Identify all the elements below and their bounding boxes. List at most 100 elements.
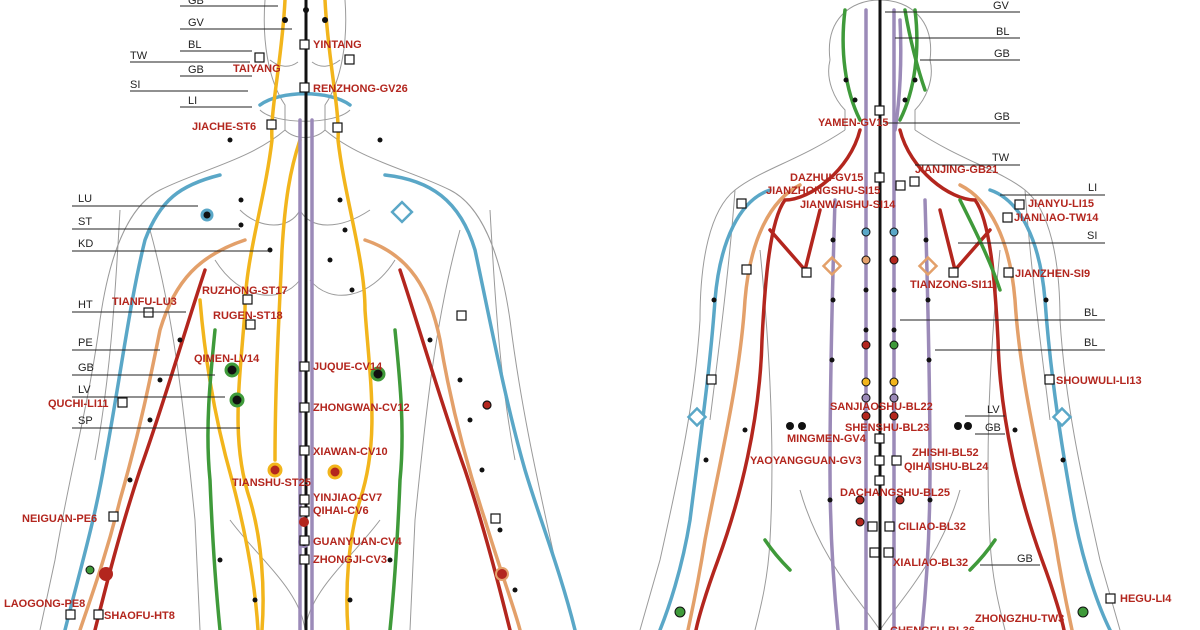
front-tag-gb: GB bbox=[188, 64, 204, 76]
back-heart-right bbox=[898, 128, 1066, 630]
front-tag-gb-top: GB bbox=[188, 0, 204, 7]
back-tag-gb-3: GB bbox=[985, 422, 1001, 434]
point-jiache-st6: JIACHE-ST6 bbox=[192, 121, 256, 133]
point-zhongwan-cv12: ZHONGWAN-CV12 bbox=[313, 402, 410, 414]
stomach-meridian-inner-left bbox=[273, 138, 302, 462]
point-jianliao-tw14: JIANLIAO-TW14 bbox=[1014, 212, 1099, 224]
front-meridian-tags: GB GV BL TW GB SI LI LU ST KD HT PE GB L… bbox=[72, 0, 292, 429]
back-bladder-left-outer bbox=[828, 198, 840, 630]
point-yamen-gv15: YAMEN-GV15 bbox=[818, 117, 889, 129]
point-rugen-st18: RUGEN-ST18 bbox=[213, 310, 283, 322]
front-tag-tw: TW bbox=[130, 50, 148, 62]
point-dachangshu-bl25: DACHANGSHU-BL25 bbox=[840, 487, 950, 499]
back-bladder-top-right bbox=[893, 18, 903, 132]
back-tag-bl: BL bbox=[996, 26, 1009, 38]
back-large-intestine-left bbox=[686, 183, 802, 630]
back-point-labels: YAMEN-GV15 DAZHUI-GV15 JIANJING-GB21 JIA… bbox=[750, 117, 1172, 630]
back-heart-left bbox=[694, 128, 862, 630]
point-zhongji-cv3: ZHONGJI-CV3 bbox=[313, 554, 387, 566]
front-tag-gb-lower: GB bbox=[78, 362, 94, 374]
front-tag-pe: PE bbox=[78, 337, 93, 349]
point-hegu-li4: HEGU-LI4 bbox=[1120, 593, 1172, 605]
back-tag-bl-2: BL bbox=[1084, 307, 1097, 319]
back-tag-gv: GV bbox=[993, 0, 1010, 12]
point-jianwaishu-si14: JIANWAISHU-SI14 bbox=[800, 199, 896, 211]
point-jianzhongshu-si15: JIANZHONGSHU-SI15 bbox=[766, 185, 880, 197]
front-tag-lv: LV bbox=[78, 384, 91, 396]
front-tag-ht: HT bbox=[78, 299, 93, 311]
front-tag-bl: BL bbox=[188, 39, 201, 51]
front-figure: GB GV BL TW GB SI LI LU ST KD HT PE GB L… bbox=[4, 0, 577, 630]
lung-meridian-left bbox=[63, 173, 222, 630]
point-tianfu-lu3: TIANFU-LU3 bbox=[112, 296, 177, 308]
spleen-meridian-left bbox=[198, 298, 260, 630]
point-jianzhen-si9: JIANZHEN-SI9 bbox=[1015, 268, 1090, 280]
point-neiguan-pe6: NEIGUAN-PE6 bbox=[22, 513, 97, 525]
front-tag-st: ST bbox=[78, 216, 92, 228]
point-jianyu-li15: JIANYU-LI15 bbox=[1028, 198, 1094, 210]
point-renzhong-gv26: RENZHONG-GV26 bbox=[313, 83, 408, 95]
back-tag-gb-2: GB bbox=[994, 111, 1010, 123]
back-gallbladder-left-hip bbox=[763, 538, 792, 572]
back-point-dots bbox=[703, 77, 1066, 503]
point-qihai-cv6: QIHAI-CV6 bbox=[313, 505, 369, 517]
front-tag-sp: SP bbox=[78, 415, 93, 427]
back-gallbladder-head-inner-right bbox=[903, 8, 927, 92]
point-juque-cv14: JUQUE-CV14 bbox=[313, 361, 383, 373]
back-gallbladder-head-right bbox=[898, 8, 919, 122]
back-tag-bl-3: BL bbox=[1084, 337, 1097, 349]
front-tag-kd: KD bbox=[78, 238, 93, 250]
back-meridian-lines bbox=[658, 0, 1112, 630]
front-tag-lu: LU bbox=[78, 193, 92, 205]
back-lung-left bbox=[658, 188, 772, 630]
front-point-labels: YINTANG TAIYANG RENZHONG-GV26 JIACHE-ST6… bbox=[4, 39, 410, 622]
back-tag-si: SI bbox=[1087, 230, 1097, 242]
point-chengfu-bl36: CHENGFU-BL36 bbox=[890, 625, 975, 630]
point-qimen-lv14: QIMEN-LV14 bbox=[194, 353, 260, 365]
point-shenshu-bl23: SHENSHU-BL23 bbox=[845, 422, 929, 434]
back-figure: GV BL GB GB TW LI SI BL BL LV GB GB YAME… bbox=[639, 0, 1172, 630]
back-gallbladder-right-hip bbox=[968, 538, 997, 572]
point-jianjing-gb21: JIANJING-GB21 bbox=[915, 164, 998, 176]
stomach-meridian-left bbox=[236, 0, 287, 630]
back-tag-tw: TW bbox=[992, 152, 1010, 164]
back-tag-gb-4: GB bbox=[1017, 553, 1033, 565]
point-quchi-li11: QUCHI-LI11 bbox=[48, 398, 109, 410]
heart-meridian-right bbox=[398, 268, 512, 630]
point-yinjiao-cv7: YINJIAO-CV7 bbox=[313, 492, 382, 504]
front-body-outline bbox=[39, 0, 576, 630]
point-ciliao-bl32: CILIAO-BL32 bbox=[898, 521, 966, 533]
point-ruzhong-st17: RUZHONG-ST17 bbox=[202, 285, 288, 297]
front-tag-gv: GV bbox=[188, 17, 205, 29]
gallbladder-right bbox=[388, 328, 404, 630]
front-tag-li: LI bbox=[188, 95, 197, 107]
stomach-meridian-right bbox=[323, 0, 374, 630]
back-meridian-tags: GV BL GB GB TW LI SI BL BL LV GB GB bbox=[885, 0, 1105, 566]
front-point-dots bbox=[127, 7, 518, 603]
point-zhongzhu-tw3: ZHONGZHU-TW3 bbox=[975, 613, 1064, 625]
point-xiawan-cv10: XIAWAN-CV10 bbox=[313, 446, 388, 458]
back-tag-li: LI bbox=[1088, 182, 1097, 194]
point-taiyang: TAIYANG bbox=[233, 63, 281, 75]
back-large-intestine-right bbox=[958, 183, 1074, 630]
point-laogong-pe8: LAOGONG-PE8 bbox=[4, 598, 85, 610]
point-mingmen-gv4: MINGMEN-GV4 bbox=[787, 433, 867, 445]
point-tianzong-si11: TIANZONG-SI11 bbox=[910, 279, 993, 291]
point-zhishi-bl52: ZHISHI-BL52 bbox=[912, 447, 979, 459]
lung-meridian-right bbox=[383, 173, 577, 630]
point-dazhui-gv15: DAZHUI-GV15 bbox=[790, 172, 863, 184]
front-colored-points bbox=[85, 200, 509, 581]
heart-meridian-left bbox=[93, 268, 207, 630]
point-tianshu-st25: TIANSHU-ST25 bbox=[232, 477, 311, 489]
back-gallbladder-shoulder-right bbox=[958, 198, 1002, 292]
gallbladder-left bbox=[206, 328, 222, 630]
back-lung-right bbox=[988, 188, 1112, 630]
front-square-markers bbox=[65, 39, 501, 620]
back-body-outline bbox=[639, 0, 1121, 630]
back-square-markers bbox=[706, 105, 1116, 604]
back-bladder-right-outer bbox=[920, 198, 932, 630]
point-yaoyangguan-gv3: YAOYANGGUAN-GV3 bbox=[750, 455, 862, 467]
back-colored-points bbox=[674, 227, 1089, 618]
back-gallbladder-head-left bbox=[841, 8, 862, 122]
